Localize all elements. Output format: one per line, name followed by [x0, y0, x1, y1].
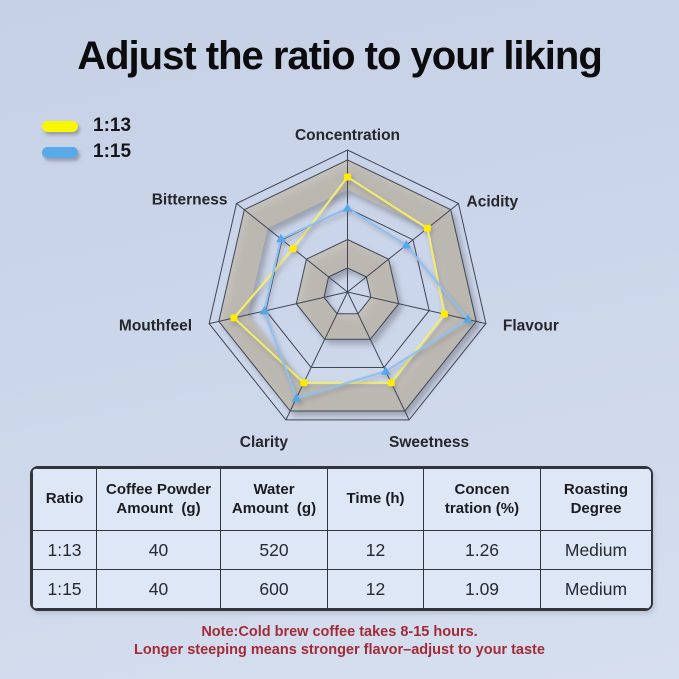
table-cell: Medium — [540, 530, 651, 570]
radar-marker — [463, 314, 473, 323]
radar-ring — [208, 149, 487, 421]
chart-legend: 1:13 1:15 — [42, 113, 131, 165]
axis-label-concentration: Concentration — [295, 127, 400, 144]
table-header-cell: Water Amount (g) — [220, 468, 328, 531]
table-cell: 1.09 — [423, 569, 541, 609]
legend-label: 1:15 — [93, 141, 132, 162]
radar-marker — [387, 379, 395, 387]
radar-spoke — [208, 291, 348, 325]
axis-label-flavour: Flavour — [503, 318, 559, 335]
radar-ring — [323, 267, 372, 315]
legend-item-1-15: 1:15 — [42, 139, 131, 165]
radar-line — [232, 175, 446, 384]
table-header-cell: Concen tration (%) — [423, 468, 541, 531]
axis-label-mouthfeel: Mouthfeel — [119, 318, 192, 335]
radar-marker — [289, 245, 297, 253]
radar-marker — [276, 233, 286, 243]
table-cell: 600 — [220, 569, 328, 609]
table-row: 1:15 40 600 12 1.09 Medium — [32, 569, 651, 609]
table-header-cell: Coffee Powder Amount (g) — [96, 468, 221, 531]
radar-band-inner — [296, 239, 399, 340]
legend-label: 1:13 — [93, 115, 132, 136]
legend-item-1-13: 1:13 — [42, 113, 131, 139]
table-cell: 40 — [96, 530, 221, 570]
radar-marker — [401, 240, 412, 249]
radar-marker — [291, 393, 302, 402]
legend-swatch-blue-icon — [42, 146, 78, 158]
radar-marker — [423, 224, 431, 232]
radar-spoke — [347, 203, 459, 293]
footnote-line-2: Longer steeping means stronger flavor–ad… — [134, 641, 545, 658]
legend-swatch-yellow-icon — [42, 120, 78, 132]
table-cell: 1:15 — [32, 569, 97, 609]
radar-ring — [265, 207, 430, 368]
table-row: 1:13 40 520 12 1.26 Medium — [32, 530, 651, 570]
radar-series-1:13 — [230, 173, 448, 387]
radar-marker — [344, 173, 351, 181]
axis-label-sweetness: Sweetness — [389, 434, 469, 451]
radar-line — [263, 206, 470, 400]
table-header-cell: Time (h) — [327, 468, 424, 531]
radar-spoke — [236, 203, 348, 293]
axis-label-acidity: Acidity — [467, 194, 519, 211]
radar-marker — [259, 306, 270, 315]
radar-marker — [230, 314, 238, 322]
radar-marker — [440, 310, 448, 318]
radar-spoke — [347, 291, 410, 421]
table-cell: 12 — [327, 569, 424, 609]
axis-label-bitterness: Bitterness — [152, 192, 228, 209]
radar-series-1:15 — [259, 203, 473, 402]
table-cell: 520 — [220, 530, 328, 570]
radar-marker — [380, 366, 391, 375]
radar-ring — [295, 238, 400, 340]
table-cell: 1.26 — [423, 530, 541, 570]
table-header-row: Ratio Coffee Powder Amount (g) Water Amoun… — [32, 468, 651, 531]
radar-marker — [300, 379, 308, 387]
radar-ring — [218, 159, 477, 412]
radar-grid — [208, 149, 487, 421]
radar-bands — [218, 159, 477, 411]
table-cell: 1:13 — [32, 530, 97, 570]
radar-spoke — [285, 291, 348, 421]
table-header-cell: Ratio — [32, 468, 97, 531]
brew-ratio-table: Ratio Coffee Powder Amount (g) Water Amoun… — [30, 466, 653, 611]
radar-spoke — [347, 291, 487, 325]
footnote-line-1: Note:Cold brew coffee takes 8-15 hours. — [201, 624, 478, 640]
table-cell: 40 — [96, 569, 221, 609]
page-title: Adjust the ratio to your liking — [77, 34, 603, 78]
footnote: Note:Cold brew coffee takes 8-15 hours. … — [0, 624, 679, 659]
table-cell: Medium — [540, 569, 651, 609]
axis-label-clarity: Clarity — [240, 434, 289, 451]
table-cell: 12 — [327, 530, 424, 570]
radar-marker — [342, 203, 353, 212]
radar-band-outer — [218, 159, 477, 411]
table-header-cell: Roasting Degree — [540, 468, 651, 531]
